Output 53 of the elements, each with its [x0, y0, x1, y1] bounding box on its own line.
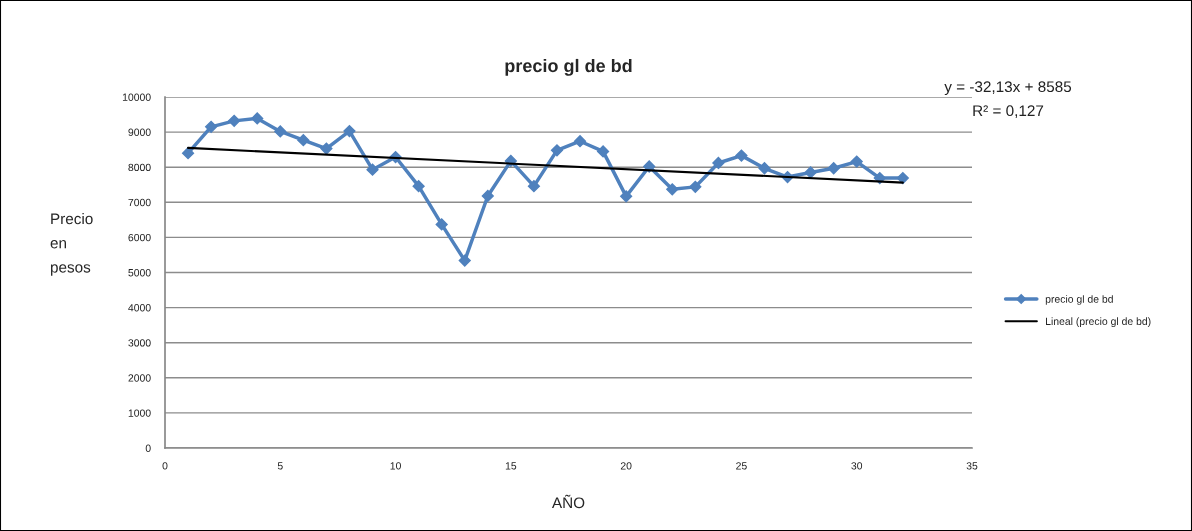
x-tick-label: 20: [620, 462, 632, 470]
point: [550, 144, 564, 157]
y-tick-label: 6000: [128, 233, 151, 242]
point: [481, 189, 494, 203]
y-tick-label: 0: [145, 444, 151, 452]
point: [666, 183, 679, 196]
point: [827, 162, 840, 175]
point: [689, 180, 702, 193]
point: [181, 147, 195, 160]
x-tick-label: 0: [162, 462, 168, 470]
legend-label: Lineal (precio gl de bd): [1046, 317, 1151, 328]
x-tick-label: 35: [966, 462, 978, 470]
x-tick-label: 30: [851, 462, 863, 470]
x-tick-label: 25: [736, 462, 747, 470]
point: [735, 149, 748, 162]
point: [573, 135, 587, 148]
point: [228, 114, 241, 127]
point: [343, 124, 356, 138]
point: [758, 162, 771, 175]
point: [251, 112, 264, 125]
y-tick-label: 10000: [122, 93, 151, 101]
point: [850, 155, 863, 168]
chart-title: precio gl de bd: [505, 58, 632, 76]
y-tick-label: 1000: [128, 409, 151, 417]
y-tick-label: 7000: [128, 198, 151, 207]
point: [412, 180, 425, 193]
x-axis-title: AÑO: [551, 494, 585, 509]
x-tick-label: 10: [390, 462, 401, 470]
point: [458, 254, 471, 267]
point: [205, 120, 218, 133]
legend-label: precio gl de bd: [1045, 295, 1113, 305]
y-tick-label: 4000: [128, 304, 151, 312]
point: [435, 218, 448, 231]
y-tick-label: 5000: [128, 269, 151, 277]
y-tick-label: 9000: [128, 128, 151, 136]
point: [804, 166, 817, 179]
point: [620, 190, 633, 203]
point: [896, 171, 909, 185]
point: [320, 142, 333, 155]
x-tick-label: 5: [277, 462, 283, 470]
y-tick-label: 8000: [128, 163, 151, 172]
y-axis-title: Precio en pesos: [50, 213, 93, 276]
y-tick-label: 2000: [128, 374, 151, 382]
point: [297, 134, 310, 147]
y-tick-label: 3000: [128, 339, 151, 347]
point: [274, 125, 287, 138]
point: [366, 163, 379, 176]
point: [712, 156, 725, 170]
text: R² = 0,127: [973, 105, 1044, 118]
point: [596, 145, 610, 158]
point: [527, 180, 541, 193]
x-tick-label: 15: [505, 462, 517, 470]
text: y = -32,13x + 8585: [944, 81, 1072, 96]
